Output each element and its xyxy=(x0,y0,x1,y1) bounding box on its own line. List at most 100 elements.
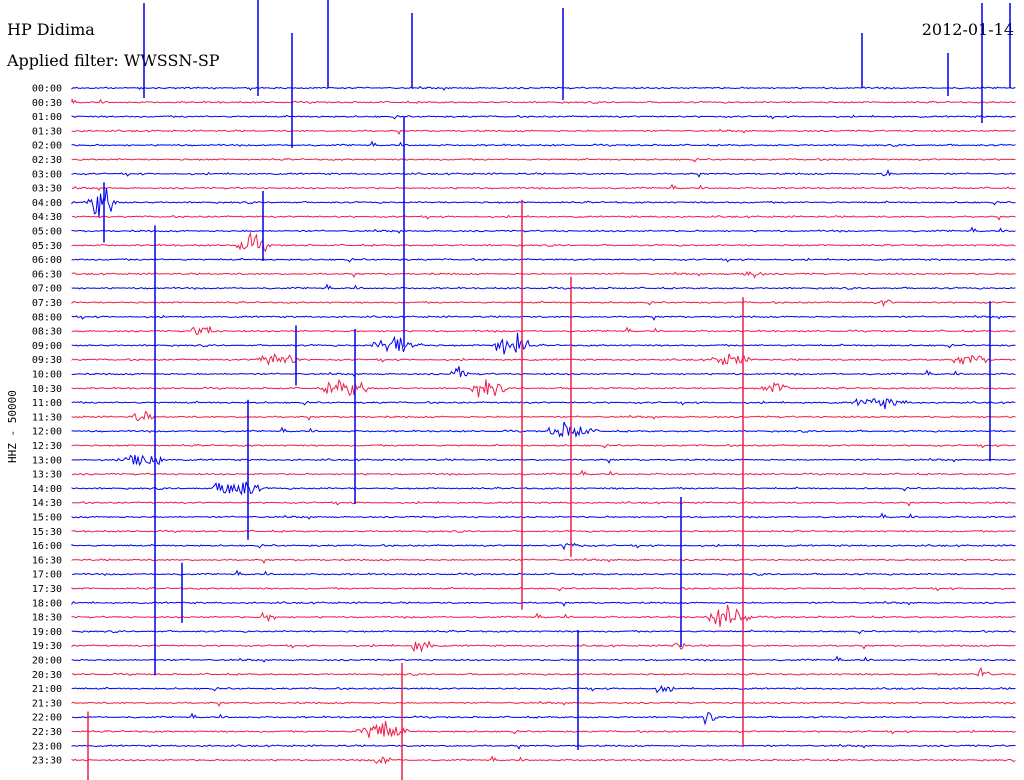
trace-row-1100 xyxy=(71,398,1016,409)
row-time-label: 16:30 xyxy=(32,555,62,566)
row-time-label: 13:30 xyxy=(32,470,62,481)
trace-row-2230 xyxy=(71,721,1016,738)
trace-row-2330 xyxy=(71,755,1016,765)
trace-row-0030 xyxy=(71,98,1016,105)
trace-row-0000 xyxy=(71,85,1016,91)
trace-row-0530 xyxy=(71,231,1016,253)
trace-row-0430 xyxy=(71,214,1016,221)
trace-row-1300 xyxy=(71,454,1016,467)
row-time-label: 16:00 xyxy=(32,541,62,552)
trace-row-1530 xyxy=(71,529,1016,534)
trace-row-1830 xyxy=(71,604,1016,627)
row-time-label: 07:00 xyxy=(32,284,62,295)
trace-row-1930 xyxy=(71,640,1016,654)
trace-row-0900 xyxy=(71,332,1016,355)
trace-layer xyxy=(71,0,1016,780)
trace-row-1000 xyxy=(71,366,1016,378)
row-time-label: 14:30 xyxy=(32,498,62,509)
row-time-label: 17:30 xyxy=(32,584,62,595)
trace-row-2000 xyxy=(71,655,1016,663)
row-time-label: 22:30 xyxy=(32,727,62,738)
row-time-label: 00:30 xyxy=(32,98,62,109)
trace-row-1600 xyxy=(71,542,1016,551)
row-time-label: 02:00 xyxy=(32,141,62,152)
row-time-label: 04:00 xyxy=(32,198,62,209)
row-time-label: 11:30 xyxy=(32,412,62,423)
row-time-label: 18:30 xyxy=(32,613,62,624)
filter-label: Applied filter: WWSSN-SP xyxy=(7,51,220,70)
trace-row-1800 xyxy=(71,600,1016,607)
row-time-label: 08:00 xyxy=(32,312,62,323)
row-time-label: 03:30 xyxy=(32,184,62,195)
trace-row-2130 xyxy=(71,700,1016,707)
row-time-label: 09:00 xyxy=(32,341,62,352)
trace-row-0300 xyxy=(71,168,1016,178)
trace-row-1630 xyxy=(71,557,1016,564)
row-time-label: 06:00 xyxy=(32,255,62,266)
trace-row-0400 xyxy=(71,188,1016,218)
date-label: 2012-01-14 xyxy=(921,20,1014,39)
trace-row-2300 xyxy=(71,743,1016,750)
trace-row-0800 xyxy=(71,314,1016,321)
trace-row-0100 xyxy=(71,114,1016,120)
row-time-label: 12:30 xyxy=(32,441,62,452)
row-time-label: 07:30 xyxy=(32,298,62,309)
row-time-label: 23:30 xyxy=(32,756,62,767)
row-time-label: 10:30 xyxy=(32,384,62,395)
trace-row-1230 xyxy=(71,443,1016,449)
row-time-label: 21:30 xyxy=(32,698,62,709)
row-time-label: 18:00 xyxy=(32,598,62,609)
time-label-layer: 00:00 00:30 01:00 01:30 02:00 02:30 03:00 03:30… xyxy=(32,84,62,767)
channel-label: HHZ - 50000 xyxy=(6,390,19,463)
row-time-label: 22:00 xyxy=(32,713,62,724)
trace-row-0830 xyxy=(71,326,1016,336)
row-time-label: 15:00 xyxy=(32,513,62,524)
row-time-label: 04:30 xyxy=(32,212,62,223)
row-time-label: 17:00 xyxy=(32,570,62,581)
trace-row-0730 xyxy=(71,299,1016,308)
row-time-label: 09:30 xyxy=(32,355,62,366)
trace-row-2100 xyxy=(71,684,1016,694)
trace-row-2030 xyxy=(71,666,1016,677)
trace-row-0930 xyxy=(71,353,1016,366)
trace-row-1130 xyxy=(71,410,1016,422)
row-time-label: 19:30 xyxy=(32,641,62,652)
trace-row-1400 xyxy=(71,481,1016,496)
row-time-label: 13:00 xyxy=(32,455,62,466)
row-time-label: 20:00 xyxy=(32,656,62,667)
row-time-label: 15:30 xyxy=(32,527,62,538)
row-time-label: 19:00 xyxy=(32,627,62,638)
row-time-label: 01:00 xyxy=(32,112,62,123)
row-time-label: 05:30 xyxy=(32,241,62,252)
row-time-label: 21:00 xyxy=(32,684,62,695)
trace-row-1330 xyxy=(71,469,1016,476)
row-time-label: 05:00 xyxy=(32,227,62,238)
trace-row-1500 xyxy=(71,512,1016,520)
trace-row-0600 xyxy=(71,257,1016,263)
trace-row-1030 xyxy=(71,378,1016,398)
trace-row-1700 xyxy=(71,569,1016,577)
trace-row-0230 xyxy=(71,157,1016,163)
row-time-label: 14:00 xyxy=(32,484,62,495)
row-time-label: 08:30 xyxy=(32,327,62,338)
row-time-label: 23:00 xyxy=(32,741,62,752)
row-time-label: 20:30 xyxy=(32,670,62,681)
trace-row-0200 xyxy=(71,140,1016,148)
trace-row-2200 xyxy=(72,712,1016,726)
trace-row-1900 xyxy=(71,629,1016,635)
row-time-label: 11:00 xyxy=(32,398,62,409)
row-time-label: 10:00 xyxy=(32,370,62,381)
row-time-label: 12:00 xyxy=(32,427,62,438)
row-time-label: 01:30 xyxy=(32,126,62,137)
row-time-label: 02:30 xyxy=(32,155,62,166)
trace-row-1430 xyxy=(71,500,1016,507)
trace-row-0330 xyxy=(71,183,1016,191)
trace-row-0630 xyxy=(71,271,1016,279)
trace-row-0130 xyxy=(71,128,1016,135)
trace-row-1730 xyxy=(71,586,1016,592)
row-time-label: 06:30 xyxy=(32,269,62,280)
trace-row-1200 xyxy=(71,421,1016,439)
row-time-label: 00:00 xyxy=(32,84,62,95)
row-time-label: 03:00 xyxy=(32,169,62,180)
